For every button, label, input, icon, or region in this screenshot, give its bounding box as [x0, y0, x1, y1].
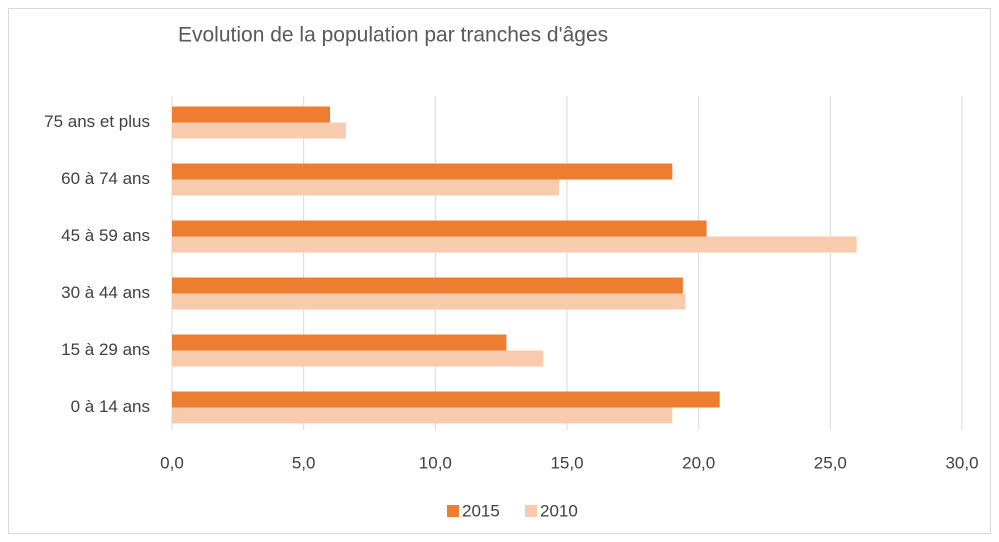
x-tick-label: 20,0 — [682, 453, 715, 472]
x-tick-label: 15,0 — [550, 453, 583, 472]
bar — [172, 163, 673, 180]
chart-title: Evolution de la population par tranches … — [178, 24, 608, 47]
bar — [172, 350, 544, 367]
x-tick-label: 10,0 — [419, 453, 452, 472]
bar — [172, 220, 707, 237]
y-tick-label: 60 à 74 ans — [61, 169, 150, 188]
bar — [172, 407, 673, 424]
x-tick-label: 0,0 — [160, 453, 184, 472]
legend-label: 2015 — [462, 501, 500, 520]
bar — [172, 236, 857, 253]
y-tick-label: 0 à 14 ans — [71, 397, 150, 416]
x-tick-label: 25,0 — [814, 453, 847, 472]
x-tick-label: 30,0 — [945, 453, 978, 472]
y-tick-label: 30 à 44 ans — [61, 283, 150, 302]
legend-swatch — [447, 505, 459, 517]
bar — [172, 277, 683, 294]
bar — [172, 179, 560, 196]
legend-swatch — [525, 505, 537, 517]
bar — [172, 293, 686, 310]
y-tick-label: 15 à 29 ans — [61, 340, 150, 359]
x-tick-label: 5,0 — [292, 453, 316, 472]
bar — [172, 334, 507, 351]
legend-label: 2010 — [540, 501, 578, 520]
bar — [172, 106, 330, 123]
bar — [172, 122, 346, 139]
y-tick-label: 75 ans et plus — [44, 112, 150, 131]
bar — [172, 391, 720, 408]
y-tick-label: 45 à 59 ans — [61, 226, 150, 245]
